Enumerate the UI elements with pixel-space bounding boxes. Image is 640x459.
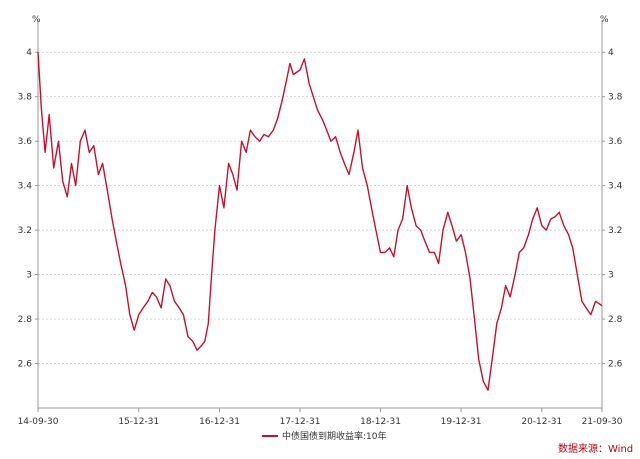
y-tick-label-left: 3.8 <box>18 93 33 103</box>
series-line <box>37 52 603 391</box>
y-tick-label-right: 4 <box>608 48 614 58</box>
legend: 中债国债到期收益率:10年 <box>262 430 387 442</box>
y-tick-label-right: 3.4 <box>608 182 623 192</box>
y-tick-label-right: 2.6 <box>608 360 623 370</box>
x-tick-label: 18-12-31 <box>360 417 401 427</box>
y-tick-label-left: 3.6 <box>18 137 33 147</box>
y-axis-left-ticks: 4 3.8 3.6 3.4 3.2 3 2.8 2.6 <box>18 48 33 369</box>
x-axis-ticks: 14-09-30 15-12-31 16-12-31 17-12-31 18-12-31… <box>18 417 623 427</box>
y-tick-label-right: 3 <box>608 271 614 281</box>
y-tick-label-left: 4 <box>26 48 32 58</box>
y-tick-label-right: 3.6 <box>608 137 623 147</box>
x-tick-label: 19-12-31 <box>441 417 482 427</box>
y-tick-label-right: 3.8 <box>608 93 623 103</box>
x-tick-label: 20-12-31 <box>521 417 562 427</box>
x-tick-label: 15-12-31 <box>118 417 159 427</box>
legend-label: 中债国债到期收益率:10年 <box>282 430 387 442</box>
y-tick-label-left: 3 <box>26 271 32 281</box>
y-tick-label-left: 3.2 <box>18 226 32 236</box>
y-tick-label-left: 3.4 <box>18 182 33 192</box>
grid-lines <box>38 51 602 364</box>
y-axis-right-ticks: 4 3.8 3.6 3.4 3.2 3 2.8 2.6 <box>608 48 623 369</box>
data-source: 数据来源：Wind <box>558 442 633 455</box>
y-unit-left: % <box>32 15 41 25</box>
y-unit-right: % <box>600 15 609 25</box>
y-tick-label-right: 3.2 <box>608 226 622 236</box>
y-tick-label-left: 2.8 <box>18 315 33 325</box>
axes <box>35 20 605 412</box>
series-layer <box>37 52 603 391</box>
x-tick-label: 21-09-30 <box>582 417 623 427</box>
y-tick-label-right: 2.8 <box>608 315 623 325</box>
x-tick-label: 14-09-30 <box>18 417 59 427</box>
y-tick-label-left: 2.6 <box>18 360 33 370</box>
x-tick-label: 17-12-31 <box>280 417 321 427</box>
x-tick-label: 16-12-31 <box>199 417 240 427</box>
